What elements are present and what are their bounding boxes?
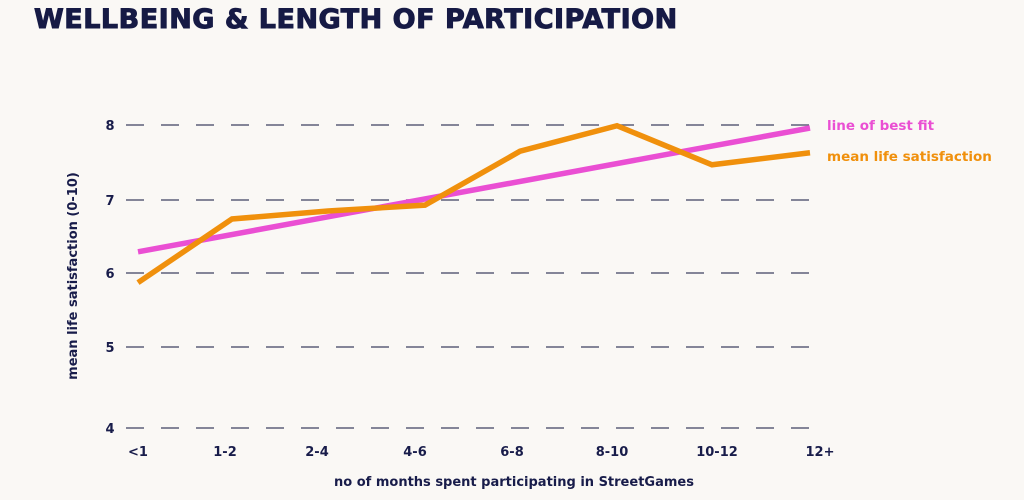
y-tick-label: 5 bbox=[105, 341, 114, 356]
legend: line of best fit mean life satisfaction bbox=[827, 118, 992, 165]
legend-item: line of best fit bbox=[827, 118, 935, 134]
x-tick-label: 10-12 bbox=[696, 445, 738, 460]
y-tick-label: 4 bbox=[105, 422, 114, 437]
x-tick-label: 4-6 bbox=[403, 445, 427, 460]
x-tick-label: 12+ bbox=[806, 445, 835, 460]
series-line-line-of-best-fit bbox=[137, 125, 811, 255]
legend-item: mean life satisfaction bbox=[827, 149, 992, 165]
y-tick-labels: 4 5 6 7 8 bbox=[105, 119, 114, 437]
x-tick-label: 1-2 bbox=[213, 445, 237, 460]
y-tick-label: 6 bbox=[105, 267, 114, 282]
series-lines bbox=[136, 122, 811, 285]
x-tick-label: <1 bbox=[128, 445, 148, 460]
chart-title: WELLBEING & LENGTH OF PARTICIPATION bbox=[34, 4, 678, 36]
x-tick-label: 2-4 bbox=[305, 445, 329, 460]
x-tick-label: 8-10 bbox=[596, 445, 629, 460]
x-tick-labels: <1 1-2 2-4 4-6 6-8 8-10 10-12 12+ bbox=[128, 445, 834, 460]
gridlines bbox=[126, 124, 812, 429]
y-tick-label: 7 bbox=[105, 194, 114, 209]
x-axis-label: no of months spent participating in Stre… bbox=[334, 475, 694, 490]
x-tick-label: 6-8 bbox=[500, 445, 524, 460]
y-axis-label: mean life satisfaction (0-10) bbox=[66, 172, 81, 380]
series-line-mean-life-satisfaction bbox=[136, 122, 811, 285]
y-tick-label: 8 bbox=[105, 119, 114, 134]
